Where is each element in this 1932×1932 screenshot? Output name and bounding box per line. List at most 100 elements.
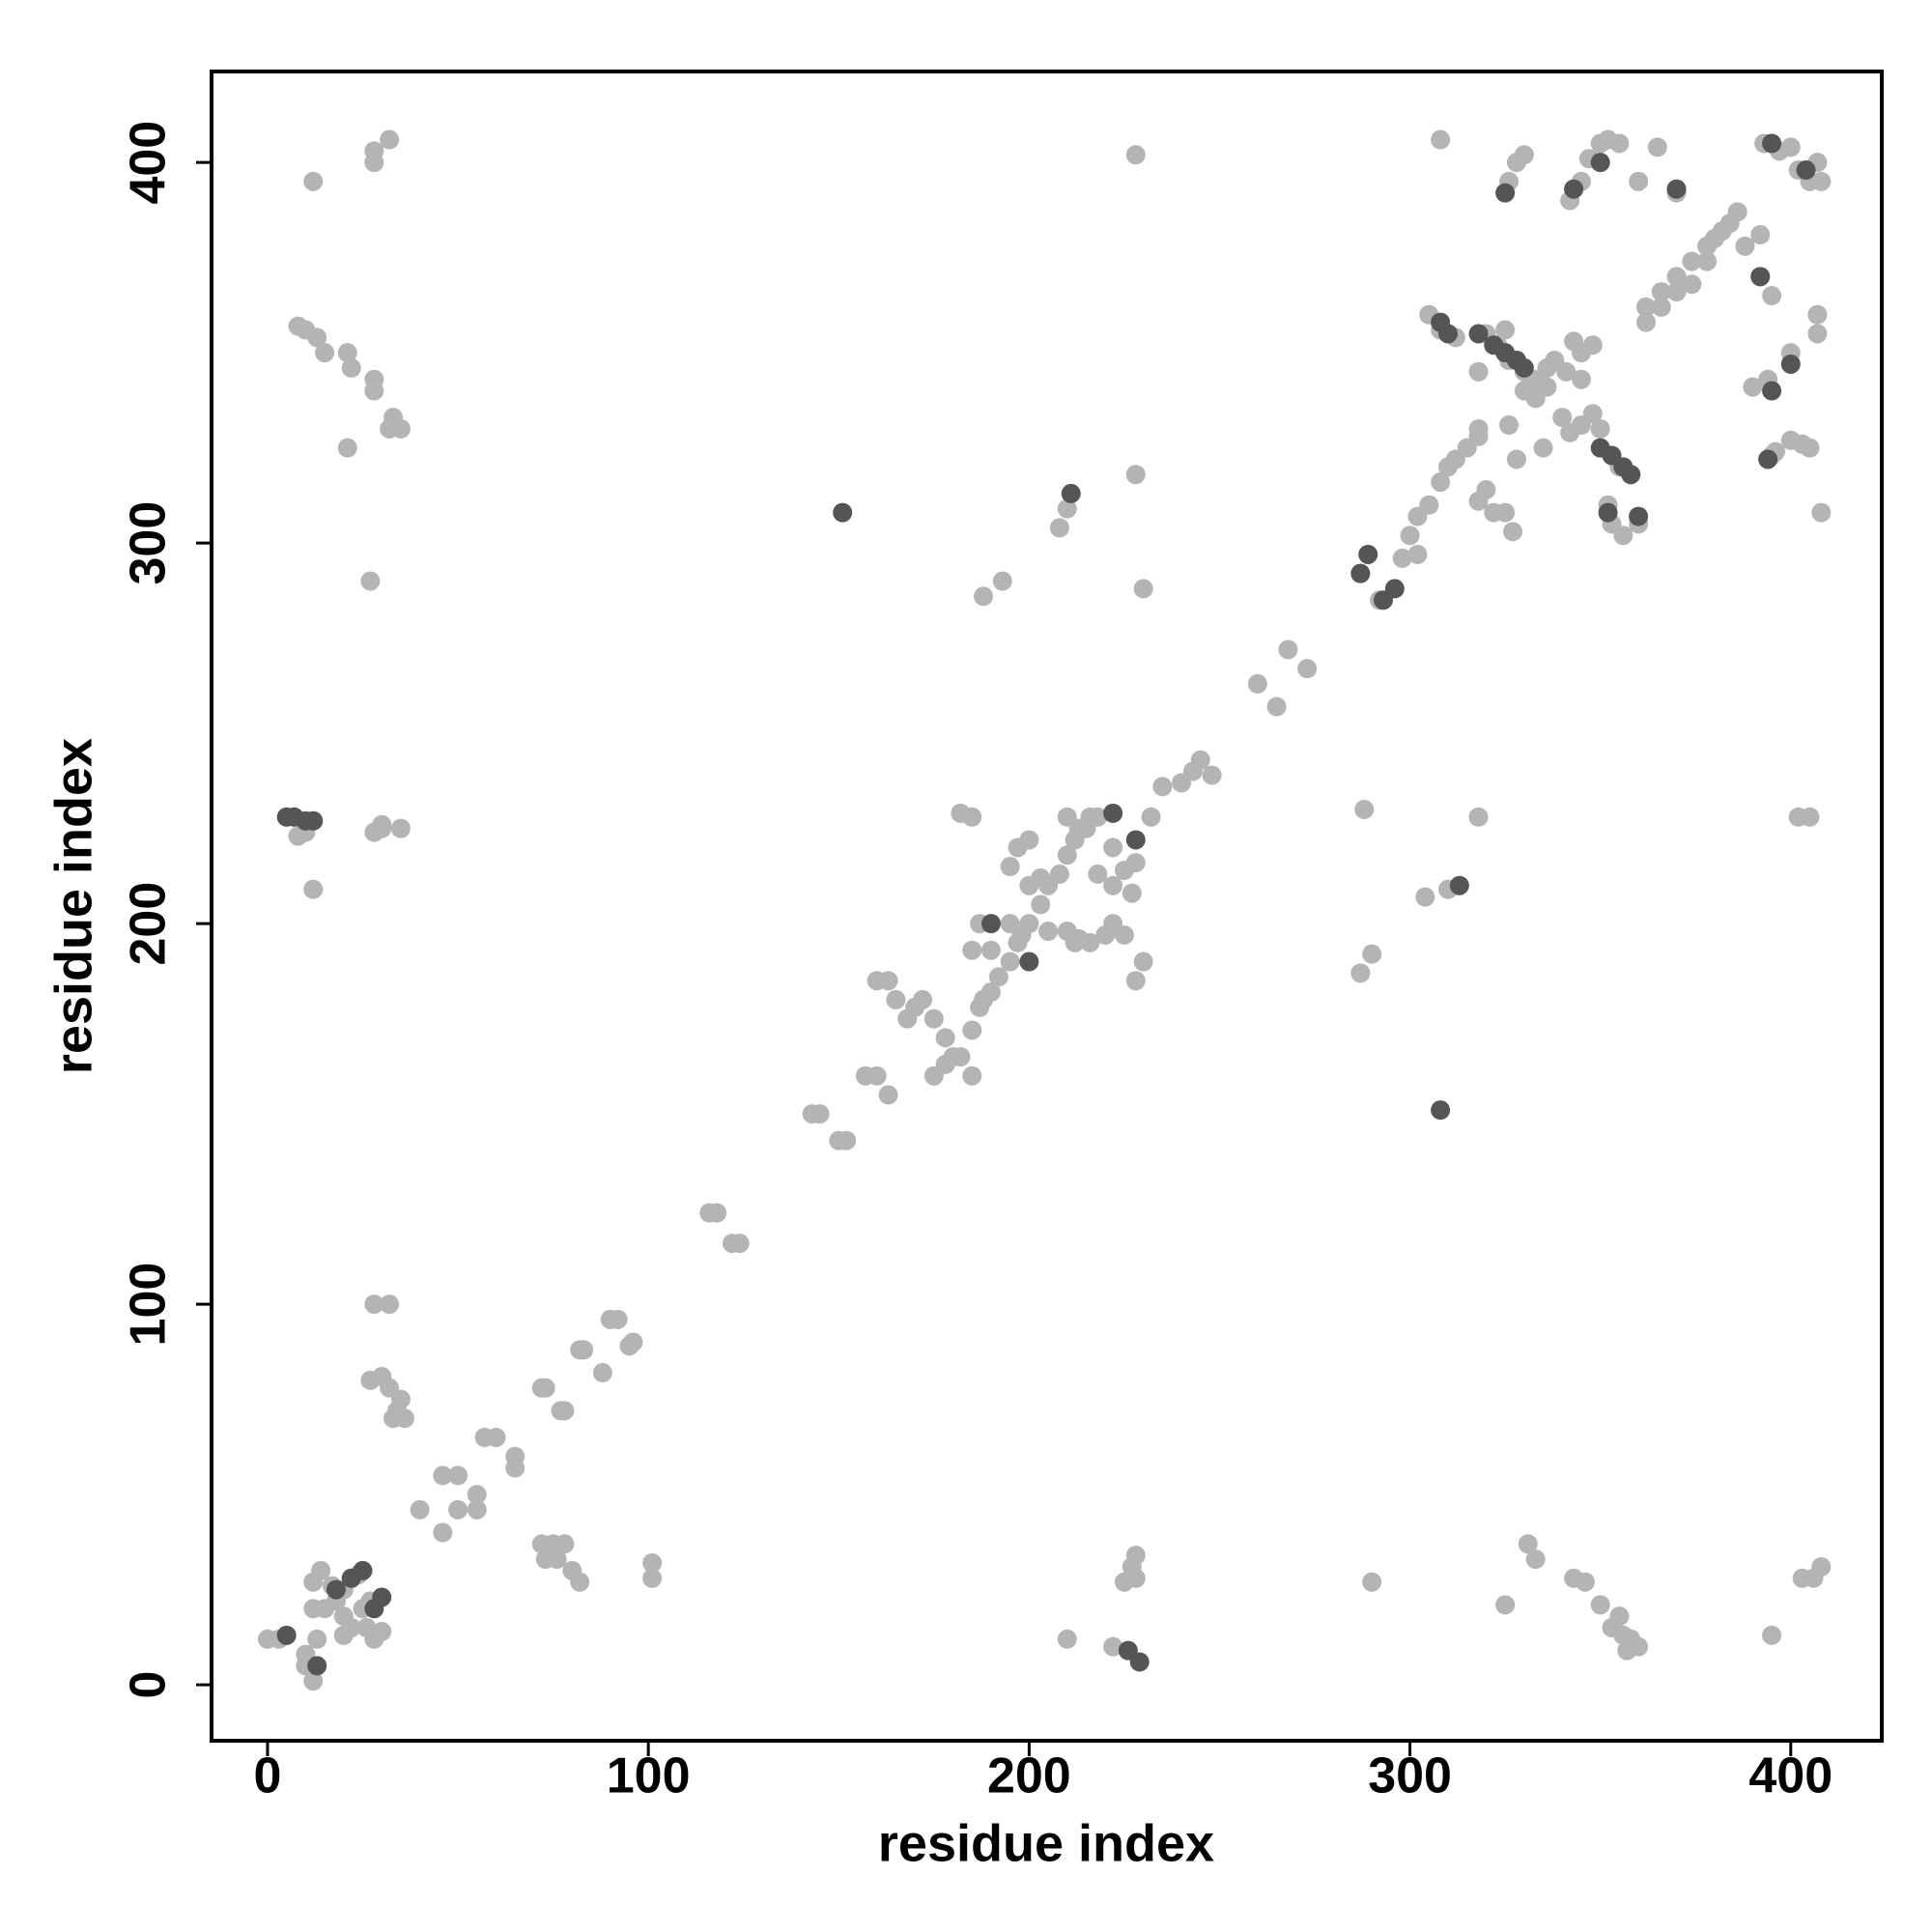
point — [810, 1104, 830, 1124]
point — [554, 1534, 575, 1554]
point — [535, 1378, 555, 1398]
point — [980, 914, 1001, 934]
point — [1590, 153, 1610, 173]
point — [1449, 875, 1469, 895]
point — [1514, 357, 1534, 378]
point — [1057, 807, 1077, 827]
point — [307, 1656, 327, 1676]
point — [1468, 807, 1489, 827]
y-tick-label: 200 — [121, 882, 177, 966]
point — [1666, 179, 1687, 199]
y-tick-label: 300 — [121, 501, 177, 585]
point — [554, 1401, 575, 1421]
point — [364, 1294, 384, 1315]
point — [1080, 807, 1100, 827]
point — [307, 327, 327, 348]
point — [1057, 498, 1077, 519]
point — [1617, 1640, 1637, 1661]
point — [1811, 171, 1832, 191]
point — [1419, 495, 1439, 515]
point — [1133, 579, 1153, 599]
point — [448, 1499, 469, 1520]
point — [1468, 324, 1489, 344]
point — [1118, 1640, 1138, 1661]
point — [1038, 922, 1059, 942]
point — [1384, 579, 1405, 599]
point — [1807, 324, 1828, 344]
point — [1125, 145, 1146, 165]
point — [1088, 864, 1108, 884]
point — [1796, 160, 1816, 181]
point — [1031, 867, 1051, 888]
point — [1049, 518, 1069, 538]
point — [1629, 171, 1649, 191]
point — [1080, 932, 1100, 952]
point — [372, 1621, 392, 1641]
point — [1057, 1629, 1077, 1649]
point — [1750, 225, 1771, 245]
point — [1514, 145, 1534, 165]
point — [1750, 267, 1771, 287]
point — [1807, 304, 1828, 325]
point — [1392, 548, 1412, 568]
point — [1537, 357, 1557, 378]
plot-frame — [210, 70, 1884, 1743]
point — [1635, 297, 1656, 317]
point — [1552, 408, 1573, 428]
point — [1133, 952, 1153, 972]
point — [1431, 129, 1451, 150]
point — [307, 1629, 327, 1649]
point — [1019, 952, 1039, 972]
point — [1125, 971, 1146, 991]
point — [1635, 312, 1656, 332]
point — [303, 171, 324, 191]
point — [1571, 369, 1591, 389]
point — [311, 1560, 331, 1580]
point — [303, 810, 324, 831]
x-tick-label: 0 — [253, 1748, 281, 1804]
point — [1202, 765, 1222, 785]
y-tick-label: 400 — [121, 121, 177, 205]
point — [1762, 1625, 1782, 1645]
point — [1503, 522, 1523, 542]
point — [1415, 887, 1435, 907]
point — [1354, 799, 1375, 819]
point — [276, 807, 297, 827]
point — [315, 343, 335, 363]
point — [1350, 963, 1371, 983]
point — [1362, 1572, 1382, 1592]
point — [935, 1054, 955, 1074]
point — [1152, 777, 1173, 797]
point — [1762, 133, 1782, 154]
point — [570, 1572, 590, 1592]
point — [1190, 750, 1210, 770]
point — [574, 1340, 594, 1360]
x-tick-label: 300 — [1368, 1748, 1452, 1804]
point — [486, 1427, 506, 1447]
point — [1266, 696, 1287, 717]
point — [1780, 137, 1801, 157]
point — [1125, 830, 1146, 850]
point — [1762, 286, 1782, 306]
point — [1431, 472, 1451, 493]
point — [1629, 506, 1649, 526]
y-axis-title: residue index — [44, 738, 102, 1074]
x-tick-label: 200 — [987, 1748, 1071, 1804]
y-tick-label: 0 — [121, 1671, 177, 1699]
point — [980, 940, 1001, 960]
point — [1651, 297, 1671, 317]
point — [364, 381, 384, 401]
point — [1103, 875, 1123, 895]
point — [1468, 491, 1489, 511]
point — [974, 586, 994, 607]
point — [433, 1465, 453, 1486]
point — [1103, 803, 1123, 823]
point — [1719, 213, 1740, 234]
point — [276, 1625, 297, 1645]
point — [1057, 845, 1077, 866]
point — [592, 1363, 612, 1383]
point — [372, 1587, 392, 1607]
point — [1247, 673, 1267, 694]
point — [1651, 282, 1671, 302]
point — [380, 1294, 400, 1315]
